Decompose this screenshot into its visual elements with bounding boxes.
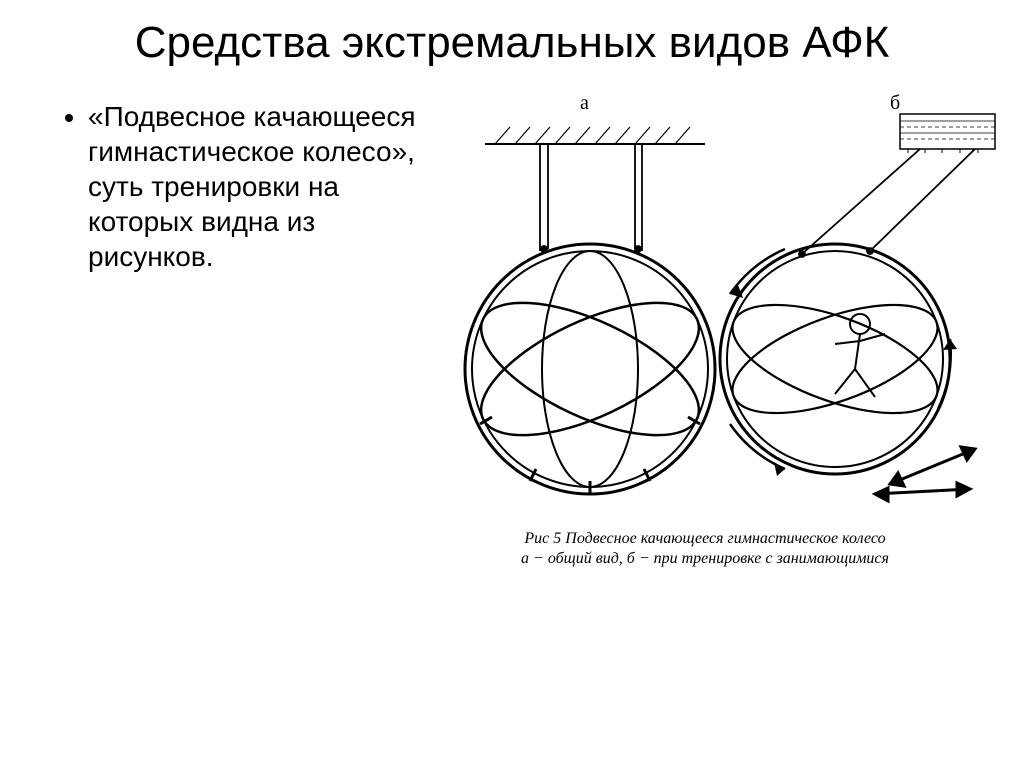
figure-caption: Рис 5 Подвесное качающееся гимнастическо…: [420, 529, 990, 569]
content-row: «Подвесное качающееся гимнастическое кол…: [0, 69, 1024, 274]
label-a: а: [580, 92, 589, 114]
ropes-a: [540, 144, 642, 252]
figure-diagram: а: [430, 89, 1000, 509]
ropes-b: [799, 149, 975, 257]
caption-line-2: а − общий вид, б − при тренировке с зани…: [420, 549, 990, 569]
label-b: б: [890, 92, 900, 114]
bullet-item: «Подвесное качающееся гимнастическое кол…: [88, 99, 420, 274]
ceiling-a: [485, 127, 705, 144]
ceiling-panel-b: [900, 114, 995, 153]
figure-column: а: [420, 99, 994, 274]
slide-title: Средства экстремальных видов АФК: [0, 0, 1024, 69]
bullet-column: «Подвесное качающееся гимнастическое кол…: [60, 99, 420, 274]
wheel-a: [463, 244, 717, 494]
wheel-b: [719, 244, 951, 474]
swing-arrows: [875, 447, 975, 501]
caption-line-1: Рис 5 Подвесное качающееся гимнастическо…: [420, 529, 990, 549]
